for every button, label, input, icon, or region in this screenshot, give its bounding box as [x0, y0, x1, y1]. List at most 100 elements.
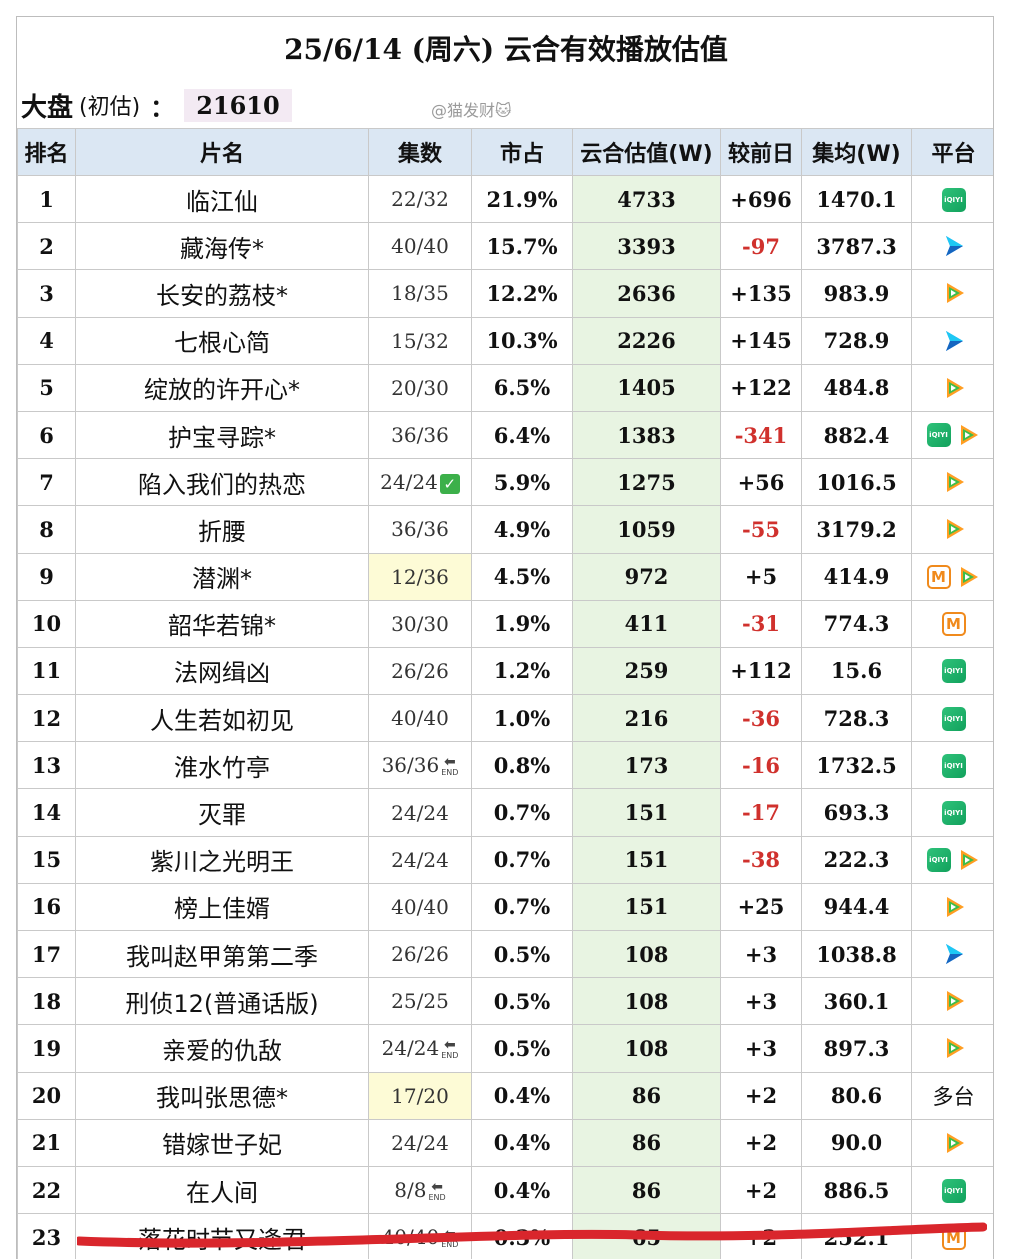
- episodes-cell: 20/30: [368, 363, 472, 412]
- average-cell: 728.3: [801, 694, 912, 743]
- change-cell: +3: [720, 977, 802, 1026]
- title-cell: 法网缉凶: [75, 646, 369, 696]
- change-cell: -341: [720, 410, 802, 460]
- rank-cell: 9: [17, 552, 76, 601]
- average-cell: 484.8: [801, 363, 912, 412]
- platform-cell: [911, 269, 993, 318]
- platform-cell: iQIYI: [911, 835, 993, 884]
- episodes-cell: 26/26: [368, 646, 472, 696]
- table-row: 8 折腰 36/36 4.9% 1059 -55 3179.2: [17, 505, 993, 554]
- estimate-cell: 1059: [572, 505, 721, 554]
- estimate-cell: 151: [572, 788, 721, 837]
- title-cell: 人生若如初见: [75, 694, 369, 743]
- episodes-cell: 26/26: [368, 929, 472, 979]
- episodes-cell: 40/40: [368, 222, 472, 271]
- platform-cell: [911, 882, 993, 932]
- estimate-cell: 1275: [572, 458, 721, 507]
- market-total: 大盘 (初估) ： 21610: [21, 83, 292, 127]
- average-cell: 944.4: [801, 882, 912, 932]
- mango-tv-icon: M: [941, 612, 966, 637]
- table-row: 7 陷入我们的热恋 24/24 ✓ 5.9% 1275 +56 1016.5: [17, 458, 993, 507]
- title-cell: 护宝寻踪*: [75, 410, 369, 460]
- platform-cell: iQIYI: [911, 694, 993, 743]
- share-cell: 4.9%: [471, 505, 573, 554]
- rank-cell: 15: [17, 835, 76, 884]
- episodes-cell: 15/32: [368, 316, 472, 365]
- title-cell: 榜上佳婿: [75, 882, 369, 932]
- average-cell: 80.6: [801, 1071, 912, 1120]
- rank-cell: 2: [17, 222, 76, 271]
- title-cell: 绽放的许开心*: [75, 363, 369, 412]
- episodes-cell: 36/36: [368, 410, 472, 460]
- rank-cell: 6: [17, 410, 76, 460]
- share-cell: 6.5%: [471, 363, 573, 412]
- iqiyi-icon: iQIYI: [926, 423, 951, 448]
- share-cell: 12.2%: [471, 269, 573, 318]
- title-cell: 我叫张思德*: [75, 1071, 369, 1120]
- episodes-cell: 25/25: [368, 977, 472, 1026]
- estimate-cell: 259: [572, 646, 721, 696]
- rank-cell: 10: [17, 599, 76, 648]
- title-cell: 临江仙: [75, 174, 369, 224]
- tencent-video-icon: [946, 991, 964, 1012]
- youku-icon: [945, 236, 963, 257]
- estimate-cell: 216: [572, 694, 721, 743]
- platform-cell: iQIYI: [911, 741, 993, 790]
- title-cell: 陷入我们的热恋: [75, 458, 369, 507]
- change-cell: -36: [720, 694, 802, 743]
- title-cell: 灭罪: [75, 788, 369, 837]
- tencent-video-icon: [960, 849, 978, 870]
- mango-tv-icon: M: [926, 564, 951, 589]
- share-cell: 10.3%: [471, 316, 573, 365]
- platform-cell: [911, 1118, 993, 1167]
- table-row: 2 藏海传* 40/40 15.7% 3393 -97 3787.3: [17, 222, 993, 271]
- rank-cell: 18: [17, 977, 76, 1026]
- estimate-cell: 1405: [572, 363, 721, 412]
- average-cell: 693.3: [801, 788, 912, 837]
- estimate-cell: 86: [572, 1165, 721, 1215]
- platform-text: 多台: [932, 1084, 975, 1109]
- episodes-cell: 40/40 ⬅ END: [368, 1213, 472, 1259]
- rank-cell: 16: [17, 882, 76, 932]
- page-title: 25/6/14 (周六) 云合有效播放估值: [284, 33, 728, 66]
- title-cell: 刑侦12(普通话版): [75, 977, 369, 1026]
- platform-cell: [911, 505, 993, 554]
- end-icon: ⬅ END: [441, 1226, 459, 1250]
- episodes-cell: 24/24 ✓: [368, 458, 472, 507]
- rank-cell: 3: [17, 269, 76, 318]
- platform-cell: [911, 1024, 993, 1073]
- average-cell: 15.6: [801, 646, 912, 696]
- rank-cell: 22: [17, 1165, 76, 1215]
- title-cell: 韶华若锦*: [75, 599, 369, 648]
- estimate-cell: 972: [572, 552, 721, 601]
- total-sublabel: (初估): [79, 95, 141, 120]
- title-cell: 落花时节又逢君: [75, 1213, 369, 1259]
- episodes-cell: 18/35: [368, 269, 472, 318]
- table-row: 10 韶华若锦* 30/30 1.9% 411 -31 774.3 M: [17, 599, 993, 648]
- average-cell: 1038.8: [801, 929, 912, 979]
- episodes-cell: 17/20: [368, 1071, 472, 1120]
- header-name: 片名: [75, 128, 369, 176]
- episodes-cell: 36/36 ⬅ END: [368, 741, 472, 790]
- platform-cell: [911, 929, 993, 979]
- average-cell: 728.9: [801, 316, 912, 365]
- change-cell: +2: [720, 1165, 802, 1215]
- title-cell: 藏海传*: [75, 222, 369, 271]
- average-cell: 886.5: [801, 1165, 912, 1215]
- share-cell: 0.4%: [471, 1165, 573, 1215]
- title-cell: 错嫁世子妃: [75, 1118, 369, 1167]
- estimate-cell: 411: [572, 599, 721, 648]
- estimate-cell: 151: [572, 835, 721, 884]
- share-cell: 21.9%: [471, 174, 573, 224]
- rank-cell: 5: [17, 363, 76, 412]
- episodes-cell: 36/36: [368, 505, 472, 554]
- table-row: 15 紫川之光明王 24/24 0.7% 151 -38 222.3 iQIYI: [17, 835, 993, 884]
- average-cell: 774.3: [801, 599, 912, 648]
- rank-cell: 12: [17, 694, 76, 743]
- change-cell: -97: [720, 222, 802, 271]
- share-cell: 0.8%: [471, 741, 573, 790]
- estimate-cell: 108: [572, 977, 721, 1026]
- iqiyi-icon: iQIYI: [941, 801, 966, 826]
- end-icon: ⬅ END: [441, 754, 459, 778]
- table-row: 18 刑侦12(普通话版) 25/25 0.5% 108 +3 360.1: [17, 977, 993, 1026]
